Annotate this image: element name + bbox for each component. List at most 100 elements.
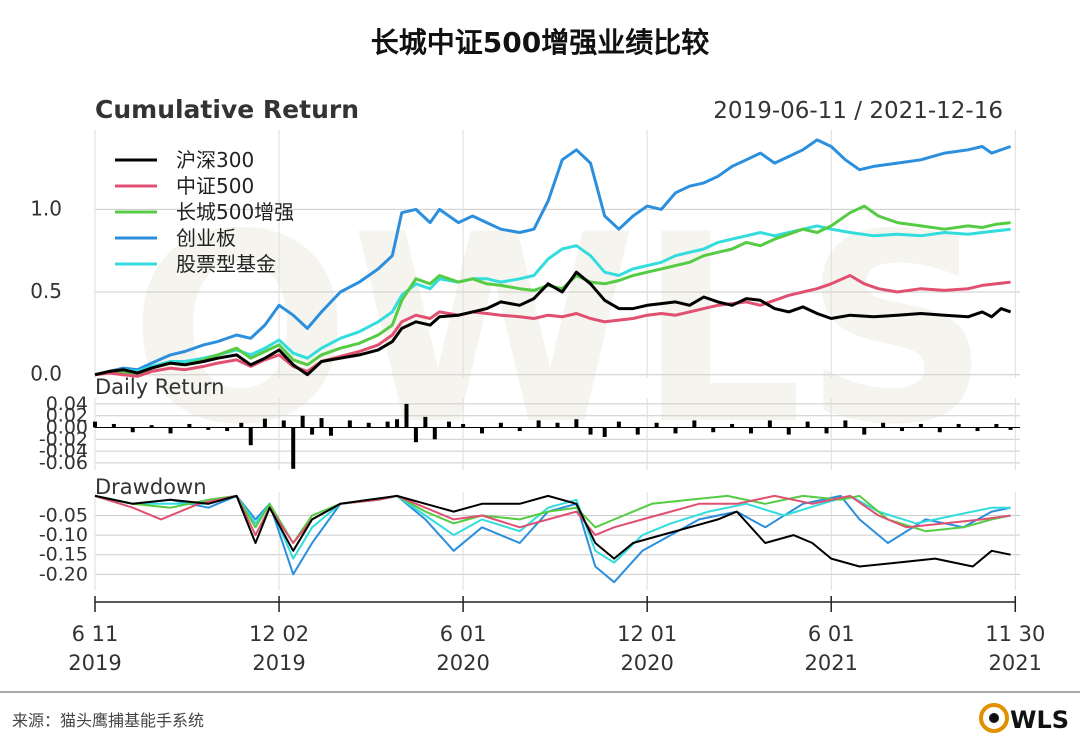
daily-return-bar bbox=[281, 420, 286, 428]
daily-return-bar bbox=[881, 422, 886, 428]
daily-return-bar bbox=[994, 423, 999, 428]
x-tick-year: 2021 bbox=[989, 651, 1042, 675]
page-title: 长城中证500增强业绩比较 bbox=[371, 26, 709, 59]
y-tick-label: 0.00 bbox=[46, 417, 88, 439]
daily-return-bar bbox=[319, 418, 324, 428]
x-axis: 6 11 2019 12 02 2019 6 01 2020 12 01 2020 6 01 20… bbox=[68, 596, 1045, 675]
daily-return-bar bbox=[206, 427, 211, 430]
daily-return-bar bbox=[498, 422, 503, 428]
y-tick-label: 0.5 bbox=[30, 279, 62, 303]
daily-return-bar bbox=[602, 427, 607, 437]
x-tick-label: 12 02 bbox=[249, 622, 309, 646]
daily-return-bar bbox=[536, 420, 541, 428]
daily-return-bar bbox=[310, 427, 315, 435]
watermark: OWLS bbox=[130, 180, 991, 482]
daily-return-bar bbox=[328, 427, 333, 436]
series-line-zz500 bbox=[94, 274, 1011, 378]
daily-return-panel: 0.040.020.00-0.02-0.04-0.06 Daily Return bbox=[39, 375, 1020, 474]
x-tick-year: 2020 bbox=[620, 651, 673, 675]
x-tick-year: 2021 bbox=[804, 651, 857, 675]
daily-return-bar bbox=[404, 403, 409, 428]
daily-return-bar bbox=[616, 421, 621, 428]
x-tick-year: 2019 bbox=[68, 651, 121, 675]
x-tick-year: 2020 bbox=[436, 651, 489, 675]
y-tick-label: -0.20 bbox=[39, 563, 88, 585]
daily-return-bar bbox=[555, 422, 560, 428]
owls-logo-ring-icon bbox=[979, 703, 1009, 733]
y-tick-label: -0.06 bbox=[39, 452, 88, 474]
daily-return-bar bbox=[93, 421, 97, 428]
daily-return-bar bbox=[479, 427, 484, 434]
x-tick-year: 2019 bbox=[252, 651, 305, 675]
source-text: 来源：猫头鹰捕基能手系统 bbox=[12, 711, 204, 730]
daily-return-bar bbox=[786, 427, 791, 435]
series-line-gpx bbox=[94, 224, 1011, 377]
daily-return-bar bbox=[975, 427, 980, 432]
cumulative-return-panel: 0.0 0.5 1.0 Cumulative Return 2019-06-11 / 2… bbox=[30, 95, 1020, 386]
daily-return-bar bbox=[730, 423, 735, 428]
y-tick-label: 0.04 bbox=[46, 393, 88, 415]
x-tick-label: 6 11 bbox=[72, 622, 119, 646]
daily-return-bar bbox=[423, 416, 428, 428]
daily-return-bar bbox=[517, 427, 522, 432]
y-tick-label: -0.05 bbox=[39, 505, 88, 527]
y-tick-label: -0.02 bbox=[39, 428, 88, 450]
drawdown-line-zz500 bbox=[94, 494, 1011, 544]
y-tick-label: -0.15 bbox=[39, 544, 88, 566]
daily-return-bar bbox=[347, 420, 352, 428]
owls-logo: WLS bbox=[979, 703, 1069, 734]
drawdown-line-gpx bbox=[94, 494, 1011, 564]
daily-return-bar bbox=[805, 421, 810, 428]
daily-return-bar bbox=[937, 427, 942, 433]
daily-return-bar bbox=[262, 418, 267, 428]
daily-return-bar bbox=[300, 415, 305, 428]
series-line-cyb bbox=[94, 138, 1012, 377]
daily-return-bar bbox=[711, 427, 716, 433]
daily-return-bar bbox=[918, 423, 923, 428]
daily-return-bar bbox=[748, 427, 753, 434]
daily-return-bar bbox=[635, 427, 640, 435]
daily-return-bar bbox=[385, 421, 390, 428]
legend-label-zz500: 中证500 bbox=[176, 174, 254, 198]
daily-return-bar bbox=[291, 427, 296, 469]
daily-return-bar bbox=[149, 425, 154, 428]
daily-return-bar bbox=[395, 419, 400, 428]
daily-return-bar bbox=[673, 427, 678, 434]
legend-label-cyb: 创业板 bbox=[176, 226, 236, 250]
daily-return-bar bbox=[446, 421, 451, 428]
drawdown-line-hs300 bbox=[94, 494, 1011, 568]
daily-return-bar bbox=[239, 422, 244, 428]
date-range: 2019-06-11 / 2021-12-16 bbox=[713, 98, 1003, 124]
y-tick-label: -0.10 bbox=[39, 524, 88, 546]
daily-return-bar bbox=[574, 419, 579, 428]
daily-return-bar bbox=[168, 427, 173, 434]
y-tick-label: 0.02 bbox=[46, 405, 88, 427]
x-tick-label: 12 01 bbox=[617, 622, 677, 646]
daily-return-title: Daily Return bbox=[95, 375, 225, 399]
daily-return-bar bbox=[1008, 427, 1013, 430]
y-tick-label: 0.0 bbox=[30, 362, 62, 386]
drawdown-title: Drawdown bbox=[95, 475, 207, 499]
x-tick-label: 6 01 bbox=[808, 622, 855, 646]
x-tick-label: 6 01 bbox=[440, 622, 487, 646]
daily-return-bar bbox=[432, 427, 437, 440]
daily-return-bar bbox=[843, 420, 848, 428]
daily-return-bar bbox=[956, 423, 961, 428]
owls-logo-text: WLS bbox=[1010, 706, 1069, 734]
daily-return-bar bbox=[824, 427, 829, 434]
series-line-hs300 bbox=[94, 270, 1012, 377]
daily-return-bar bbox=[248, 427, 253, 446]
drawdown-line-cc500 bbox=[94, 494, 1011, 544]
daily-return-bar bbox=[654, 422, 659, 428]
daily-return-bar bbox=[366, 422, 371, 428]
daily-return-bar bbox=[461, 423, 466, 428]
daily-return-bar bbox=[862, 427, 867, 435]
daily-return-bar bbox=[111, 423, 116, 428]
daily-return-bar bbox=[413, 427, 418, 443]
y-tick-label: 1.0 bbox=[30, 196, 62, 220]
daily-return-bar bbox=[767, 420, 772, 428]
daily-return-bar bbox=[900, 427, 905, 432]
owls-logo-eye-icon bbox=[989, 713, 999, 723]
